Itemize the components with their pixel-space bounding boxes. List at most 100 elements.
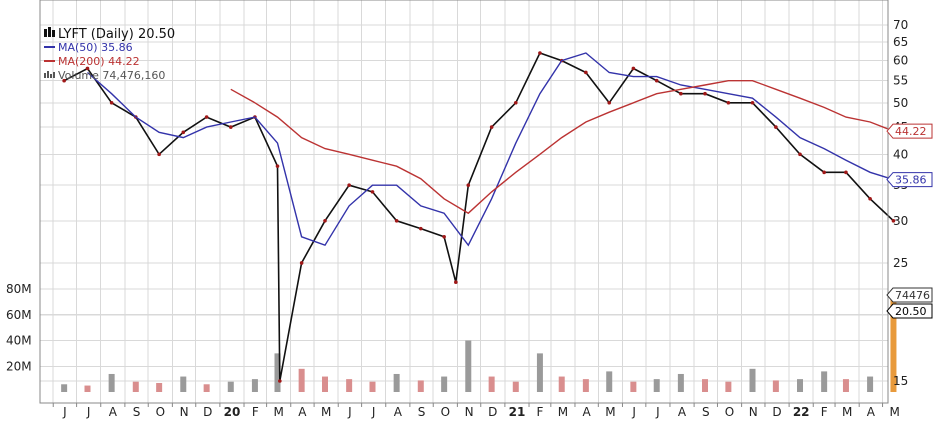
- grid-layer: [40, 0, 888, 403]
- date-tick-label: O: [725, 405, 734, 419]
- price-point: [454, 280, 458, 285]
- price-series-line: [63, 52, 895, 382]
- date-tick-label: J: [86, 405, 91, 419]
- svg-text:44.22: 44.22: [895, 125, 927, 138]
- volume-bar: [842, 379, 849, 392]
- date-tick-label: A: [109, 405, 118, 419]
- date-tick-label: A: [298, 405, 307, 419]
- volume-bar: [890, 296, 897, 392]
- price-point: [798, 152, 802, 157]
- price-tick-label: 50: [893, 96, 908, 110]
- volume-bar: [274, 353, 281, 392]
- price-point: [750, 100, 755, 105]
- date-tick-label: F: [821, 405, 828, 419]
- price-point: [204, 115, 209, 119]
- volume-layer: [61, 296, 897, 392]
- date-tick-label: F: [252, 405, 259, 419]
- date-tick-label: S: [702, 405, 710, 419]
- date-tick-label: M: [273, 405, 283, 419]
- price-point: [584, 70, 588, 75]
- price-tick-label: 15: [893, 374, 908, 388]
- volume-bar: [702, 379, 709, 392]
- price-tick-label: 55: [893, 74, 908, 88]
- ma50-line: [87, 52, 894, 247]
- date-tick-label: M: [321, 405, 331, 419]
- price-point: [679, 91, 683, 96]
- price-point: [891, 219, 896, 223]
- volume-bar: [346, 379, 353, 392]
- volume-bar: [180, 376, 187, 392]
- price-tick-label: 60: [893, 54, 908, 68]
- ma200-legend-label: MA(200) 44.22: [58, 55, 140, 68]
- moving-average-layer: [87, 52, 894, 247]
- price-tick-label: 40: [893, 147, 908, 161]
- date-tick-label: J: [655, 405, 660, 419]
- price-point: [418, 226, 423, 231]
- date-tick-label: O: [156, 405, 165, 419]
- price-point: [703, 91, 707, 96]
- volume-bar: [441, 376, 448, 392]
- price-tick-label: 30: [893, 214, 908, 228]
- price-tick-label: 70: [893, 18, 908, 32]
- price-point: [228, 125, 233, 129]
- date-tick-label: 20: [224, 405, 241, 419]
- date-tick-label: N: [749, 405, 758, 419]
- date-tick-label: F: [536, 405, 543, 419]
- volume-tag: 74476: [886, 287, 933, 303]
- svg-text:74476: 74476: [895, 289, 930, 302]
- volume-bar: [821, 371, 828, 392]
- date-tick-label: A: [583, 405, 592, 419]
- price-point: [774, 125, 778, 129]
- volume-bar: [797, 379, 804, 392]
- price-point: [726, 100, 731, 105]
- volume-bar: [512, 381, 519, 392]
- volume-bar: [606, 371, 613, 392]
- date-tick-label: J: [371, 405, 376, 419]
- chart-title: LYFT (Daily) 20.50: [58, 27, 175, 42]
- volume-bar: [322, 376, 329, 392]
- volume-bar: [298, 368, 305, 392]
- price-point: [513, 100, 518, 105]
- price-point: [868, 196, 872, 201]
- volume-tick-label: 80M: [6, 282, 32, 296]
- volume-bar: [558, 376, 565, 392]
- plot-frame: [39, 0, 889, 404]
- date-tick-label: 22: [793, 405, 810, 419]
- date-tick-label: 21: [509, 405, 526, 419]
- volume-axis: 80M 60M 40M 20M: [6, 282, 32, 373]
- price-point: [278, 379, 282, 383]
- volume-bars-icon: [44, 71, 55, 78]
- volume-bar: [867, 376, 874, 392]
- date-tick-label: M: [558, 405, 568, 419]
- volume-bar: [488, 376, 495, 392]
- volume-tick-label: 40M: [6, 334, 32, 348]
- date-tick-label: D: [203, 405, 212, 419]
- price-point: [299, 261, 304, 265]
- price-point: [466, 183, 471, 187]
- price-point: [109, 100, 114, 105]
- volume-bar: [630, 381, 637, 392]
- volume-bar: [582, 379, 589, 392]
- volume-bar: [393, 373, 400, 392]
- svg-text:35.86: 35.86: [895, 174, 927, 187]
- date-tick-label: D: [488, 405, 497, 419]
- price-point: [394, 219, 399, 223]
- date-tick-label: M: [889, 405, 899, 419]
- volume-bar: [725, 381, 732, 392]
- volume-bar: [108, 373, 115, 392]
- volume-tick-label: 60M: [6, 308, 32, 322]
- date-tick-label: J: [631, 405, 636, 419]
- price-point: [181, 130, 186, 135]
- price-point: [370, 190, 375, 194]
- volume-bar: [369, 381, 376, 392]
- date-tick-label: J: [62, 405, 67, 419]
- price-point: [822, 170, 826, 175]
- date-tick-label: N: [465, 405, 474, 419]
- ma200-line: [230, 79, 894, 215]
- date-tick-label: A: [678, 405, 687, 419]
- price-tags: 44.22 35.86 74476 20.50: [886, 123, 933, 319]
- price-point: [275, 164, 280, 168]
- date-tick-label: N: [180, 405, 189, 419]
- price-point: [157, 152, 161, 157]
